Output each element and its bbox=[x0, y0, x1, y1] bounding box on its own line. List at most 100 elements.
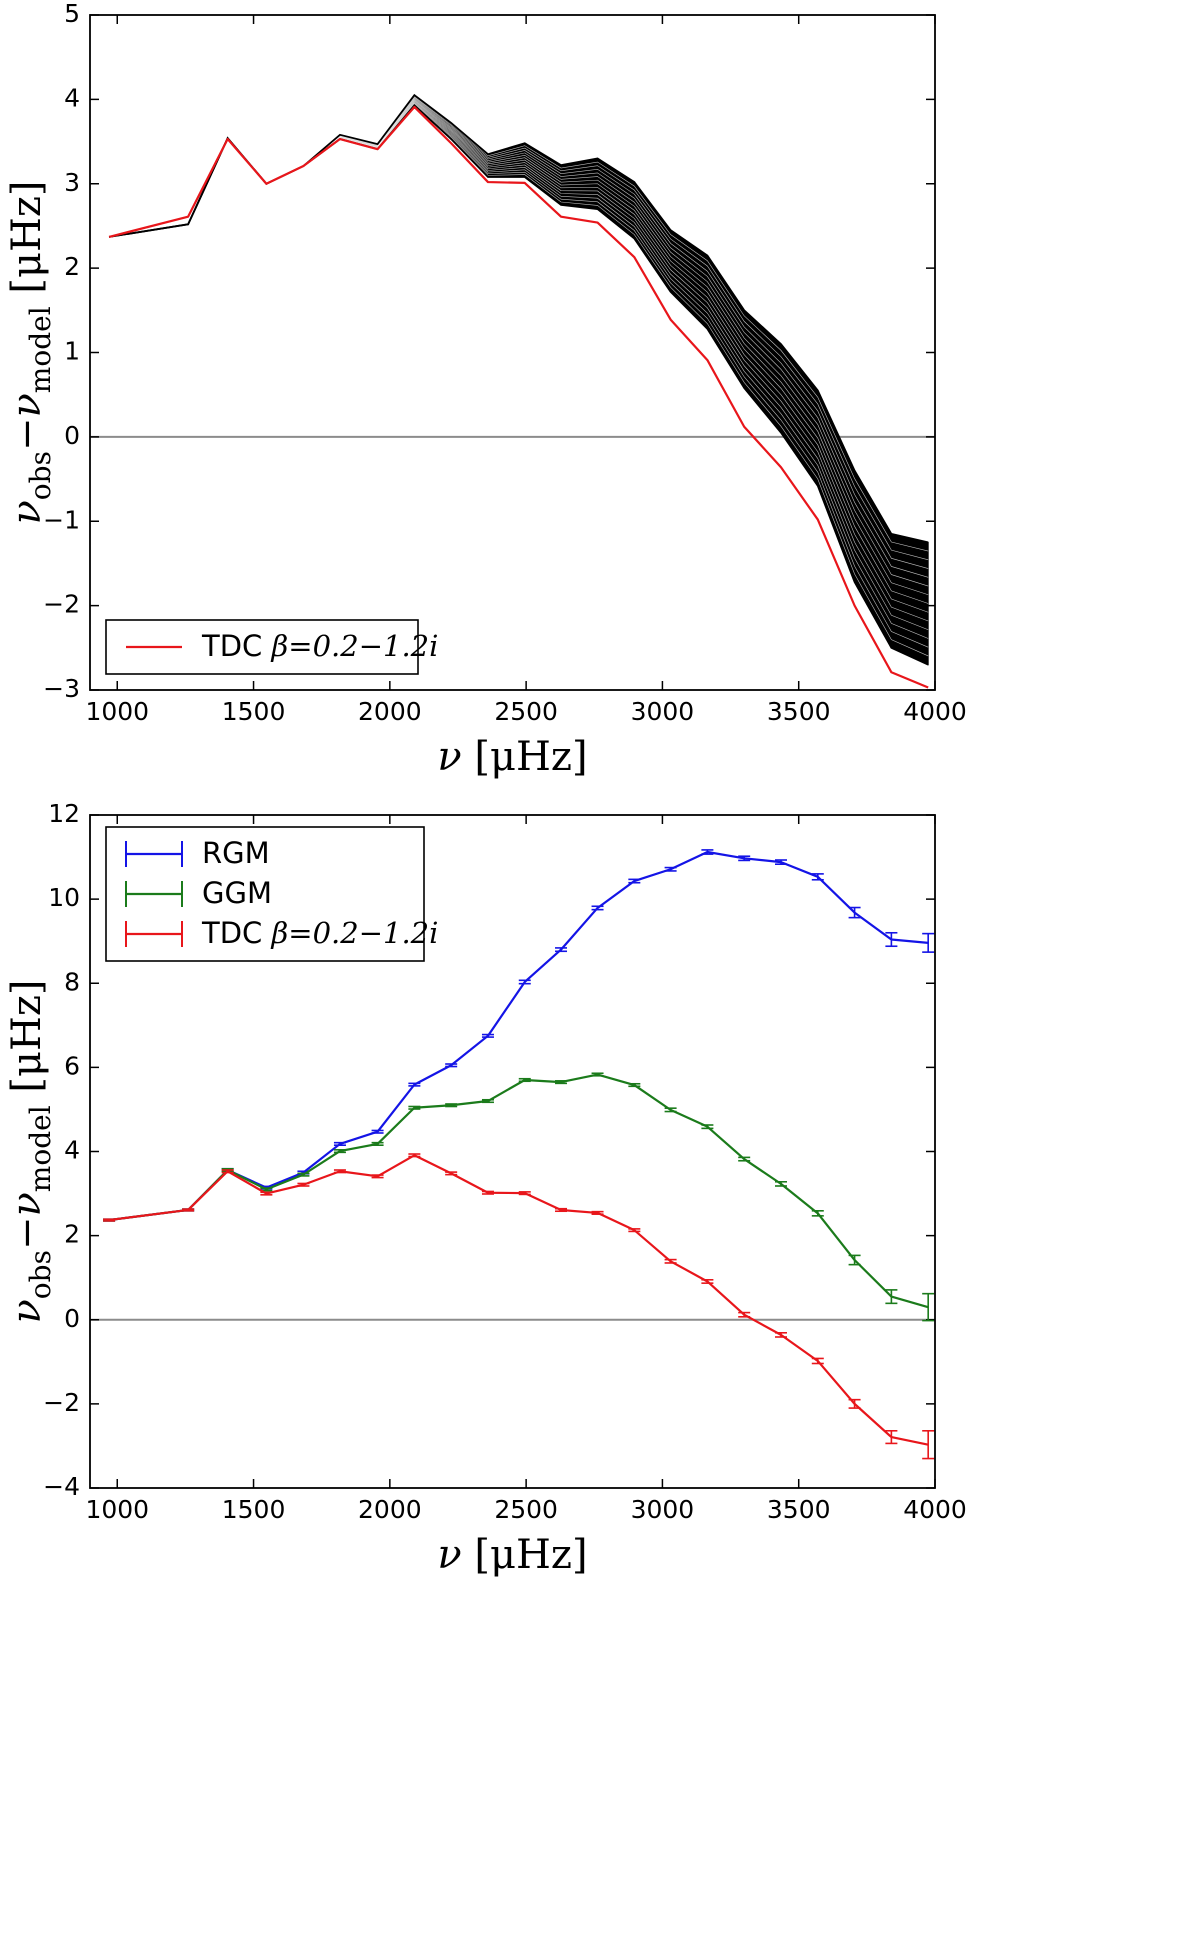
error-bar bbox=[555, 1207, 568, 1213]
error-bar bbox=[922, 932, 935, 953]
error-bar bbox=[848, 1398, 861, 1409]
y-tick-label: −3 bbox=[43, 674, 80, 703]
y-tick-label: 2 bbox=[64, 1220, 80, 1249]
error-bar bbox=[555, 1080, 568, 1085]
series-ggm bbox=[103, 1072, 935, 1322]
error-bar bbox=[701, 849, 714, 855]
legend: TDC β=0.2−1.2i bbox=[105, 619, 438, 675]
error-bar bbox=[774, 859, 787, 866]
ensemble-band bbox=[109, 94, 929, 666]
error-bar bbox=[885, 931, 898, 948]
error-bar bbox=[481, 1098, 494, 1104]
series-tdc bbox=[103, 1153, 935, 1460]
x-tick-label: 3000 bbox=[631, 697, 695, 726]
error-bar bbox=[408, 1082, 421, 1087]
x-axis-label: ν [μHz] bbox=[437, 734, 587, 780]
y-tick-label: 10 bbox=[48, 883, 80, 912]
error-bar bbox=[738, 855, 751, 862]
legend-label: RGM bbox=[202, 836, 270, 870]
error-bar bbox=[371, 1174, 384, 1179]
error-bar bbox=[371, 1129, 384, 1134]
error-bar bbox=[628, 1228, 641, 1233]
y-tick-label: −2 bbox=[43, 1388, 80, 1417]
x-axis-label: ν [μHz] bbox=[437, 1532, 587, 1578]
y-axis-label: νobs−νmodel [μHz] bbox=[4, 180, 57, 524]
error-bar bbox=[445, 1171, 458, 1176]
error-bar bbox=[333, 1149, 346, 1154]
error-bar bbox=[445, 1103, 458, 1108]
y-tick-label: 4 bbox=[64, 83, 80, 112]
error-bar bbox=[591, 905, 604, 911]
error-bar bbox=[738, 1156, 751, 1162]
error-bar bbox=[481, 1190, 494, 1195]
error-bar bbox=[371, 1141, 384, 1146]
ensemble-line bbox=[109, 101, 929, 622]
series-line bbox=[108, 850, 929, 1222]
y-tick-label: −2 bbox=[43, 590, 80, 619]
error-bar bbox=[518, 1191, 531, 1196]
error-bar bbox=[182, 1208, 195, 1212]
y-tick-label: 3 bbox=[64, 168, 80, 197]
error-bar bbox=[774, 1331, 787, 1338]
error-bar bbox=[591, 1210, 604, 1215]
error-bar bbox=[664, 1107, 677, 1113]
x-tick-label: 2500 bbox=[494, 1495, 558, 1524]
error-bar bbox=[774, 1180, 787, 1187]
error-bar bbox=[738, 1311, 751, 1318]
error-bar bbox=[848, 1254, 861, 1266]
y-tick-label: 1 bbox=[64, 337, 80, 366]
error-bar bbox=[408, 1153, 421, 1158]
error-bar bbox=[445, 1063, 458, 1068]
ensemble-line bbox=[109, 101, 929, 631]
error-bar bbox=[297, 1182, 310, 1187]
x-tick-label: 4000 bbox=[903, 697, 967, 726]
x-tick-label: 3500 bbox=[767, 1495, 831, 1524]
error-bar bbox=[333, 1169, 346, 1174]
y-tick-label: 0 bbox=[64, 1304, 80, 1333]
series-line bbox=[108, 1154, 929, 1446]
x-tick-label: 2500 bbox=[494, 697, 558, 726]
error-bar bbox=[260, 1191, 273, 1196]
y-tick-label: 0 bbox=[64, 421, 80, 450]
y-tick-label: 8 bbox=[64, 967, 80, 996]
error-bar bbox=[811, 873, 824, 881]
x-tick-label: 1000 bbox=[85, 697, 149, 726]
error-bar bbox=[518, 979, 531, 985]
y-tick-label: 2 bbox=[64, 252, 80, 281]
error-bar bbox=[481, 1033, 494, 1038]
y-tick-label: 4 bbox=[64, 1136, 80, 1165]
error-bar bbox=[591, 1072, 604, 1077]
error-bar bbox=[664, 1258, 677, 1264]
x-tick-label: 2000 bbox=[358, 1495, 422, 1524]
error-bar bbox=[628, 878, 641, 884]
error-bar bbox=[518, 1077, 531, 1083]
plot-frame bbox=[89, 814, 936, 1489]
legend-label: TDC β=0.2−1.2i bbox=[201, 629, 438, 663]
legend: RGM GGM TDC β=0.2−1.2i bbox=[105, 826, 438, 962]
legend-label: TDC β=0.2−1.2i bbox=[201, 916, 438, 950]
plot-frame bbox=[89, 14, 936, 691]
error-bar bbox=[664, 866, 677, 872]
tdc-line bbox=[108, 105, 929, 689]
error-bar bbox=[885, 1289, 898, 1305]
error-bar bbox=[628, 1082, 641, 1088]
error-bar bbox=[555, 947, 568, 953]
x-tick-label: 2000 bbox=[358, 697, 422, 726]
series-line bbox=[108, 1073, 929, 1309]
x-tick-label: 3000 bbox=[631, 1495, 695, 1524]
error-bar bbox=[848, 906, 861, 919]
error-bar bbox=[103, 1218, 116, 1222]
error-bar bbox=[922, 1292, 935, 1322]
error-bar bbox=[811, 1357, 824, 1365]
x-tick-label: 1500 bbox=[222, 1495, 286, 1524]
y-tick-label: 6 bbox=[64, 1051, 80, 1080]
error-bar bbox=[408, 1105, 421, 1110]
legend-label: GGM bbox=[202, 876, 272, 910]
y-tick-label: −1 bbox=[43, 505, 80, 534]
error-bar bbox=[297, 1172, 310, 1177]
error-bar bbox=[885, 1429, 898, 1445]
error-bar bbox=[701, 1278, 714, 1284]
error-bar bbox=[922, 1429, 935, 1460]
error-bar bbox=[333, 1141, 346, 1146]
